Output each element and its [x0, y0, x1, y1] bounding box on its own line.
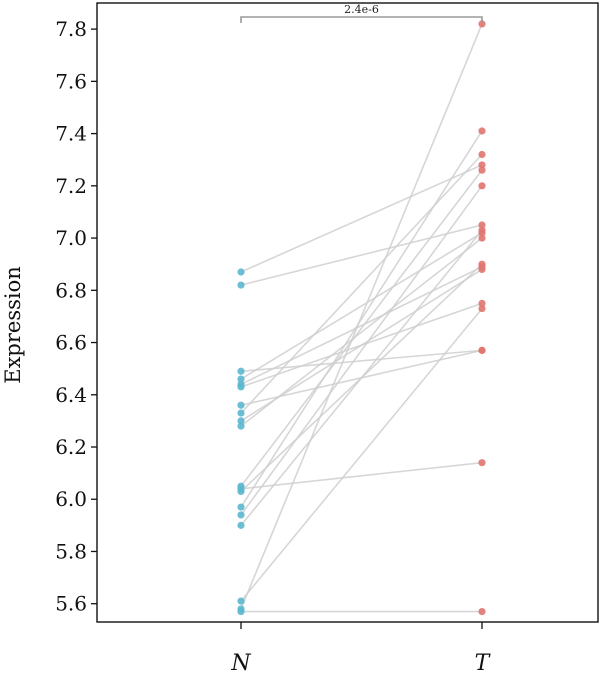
point-N — [237, 281, 245, 289]
y-tick-label: 7.2 — [55, 174, 87, 198]
plot-frame — [96, 2, 599, 623]
point-T — [478, 150, 486, 159]
point-T — [478, 459, 486, 467]
pair-line — [240, 169, 483, 487]
pair-line — [240, 224, 483, 286]
p-value-label: 2.4e-6 — [344, 3, 379, 16]
y-tick-label: 7.8 — [55, 17, 87, 41]
pair-line — [240, 23, 483, 610]
point-T — [478, 299, 486, 307]
pair-line — [240, 164, 483, 273]
point-N — [237, 422, 245, 430]
point-N — [237, 401, 245, 409]
point-N — [237, 409, 245, 417]
x-tick-label-N: N — [230, 651, 251, 676]
y-tick-label: 6.6 — [55, 331, 87, 355]
point-N — [237, 607, 245, 616]
pair-line — [240, 153, 483, 414]
point-T — [478, 226, 486, 234]
point-T — [478, 265, 486, 274]
point-T — [478, 346, 486, 354]
point-T — [478, 20, 486, 28]
y-axis-title: Expression — [1, 266, 25, 384]
point-T — [478, 166, 486, 174]
point-N — [237, 487, 245, 496]
point-T — [478, 221, 486, 229]
y-tick-label: 7.0 — [55, 226, 87, 250]
pair-line — [240, 308, 483, 602]
point-T — [478, 127, 486, 135]
pair-line — [240, 229, 483, 526]
point-N — [237, 511, 245, 519]
axes: 5.6 5.8 6.0 6.2 6.4 6.6 6.8 7.0 7.2 7.4 7.6 7.8 N T — [55, 2, 599, 676]
point-N — [237, 597, 245, 605]
pair-line — [240, 461, 483, 490]
point-N — [237, 417, 245, 425]
pair-line — [240, 349, 483, 373]
data-points — [237, 20, 486, 616]
point-T — [478, 607, 486, 616]
point-N — [237, 383, 245, 391]
y-tick-label: 7.6 — [55, 69, 87, 93]
point-N — [237, 367, 245, 375]
significance-bracket — [240, 16, 483, 23]
point-N — [237, 521, 245, 529]
point-T — [478, 304, 486, 313]
y-tick-label: 5.6 — [55, 592, 87, 616]
pair-line — [240, 237, 483, 427]
point-N — [237, 268, 245, 276]
y-tick-label: 6.4 — [55, 383, 87, 407]
y-tick-label: 6.8 — [55, 278, 87, 302]
significance-annotation: 2.4e-6 — [240, 3, 483, 23]
point-T — [478, 260, 486, 268]
point-T — [478, 161, 486, 169]
point-N — [237, 375, 245, 383]
point-T — [478, 182, 486, 190]
y-tick-label: 5.8 — [55, 539, 87, 563]
point-N — [237, 503, 245, 511]
point-T — [478, 234, 486, 242]
pair-line — [240, 266, 483, 386]
pair-line — [240, 232, 483, 380]
pair-line — [240, 185, 483, 516]
y-tick-label: 7.4 — [55, 122, 87, 146]
pair-lines — [240, 23, 483, 613]
pair-line — [240, 130, 483, 508]
x-tick-label-T: T — [475, 651, 492, 676]
y-tick-label: 6.0 — [55, 487, 87, 511]
y-tick-label: 6.2 — [55, 435, 87, 459]
